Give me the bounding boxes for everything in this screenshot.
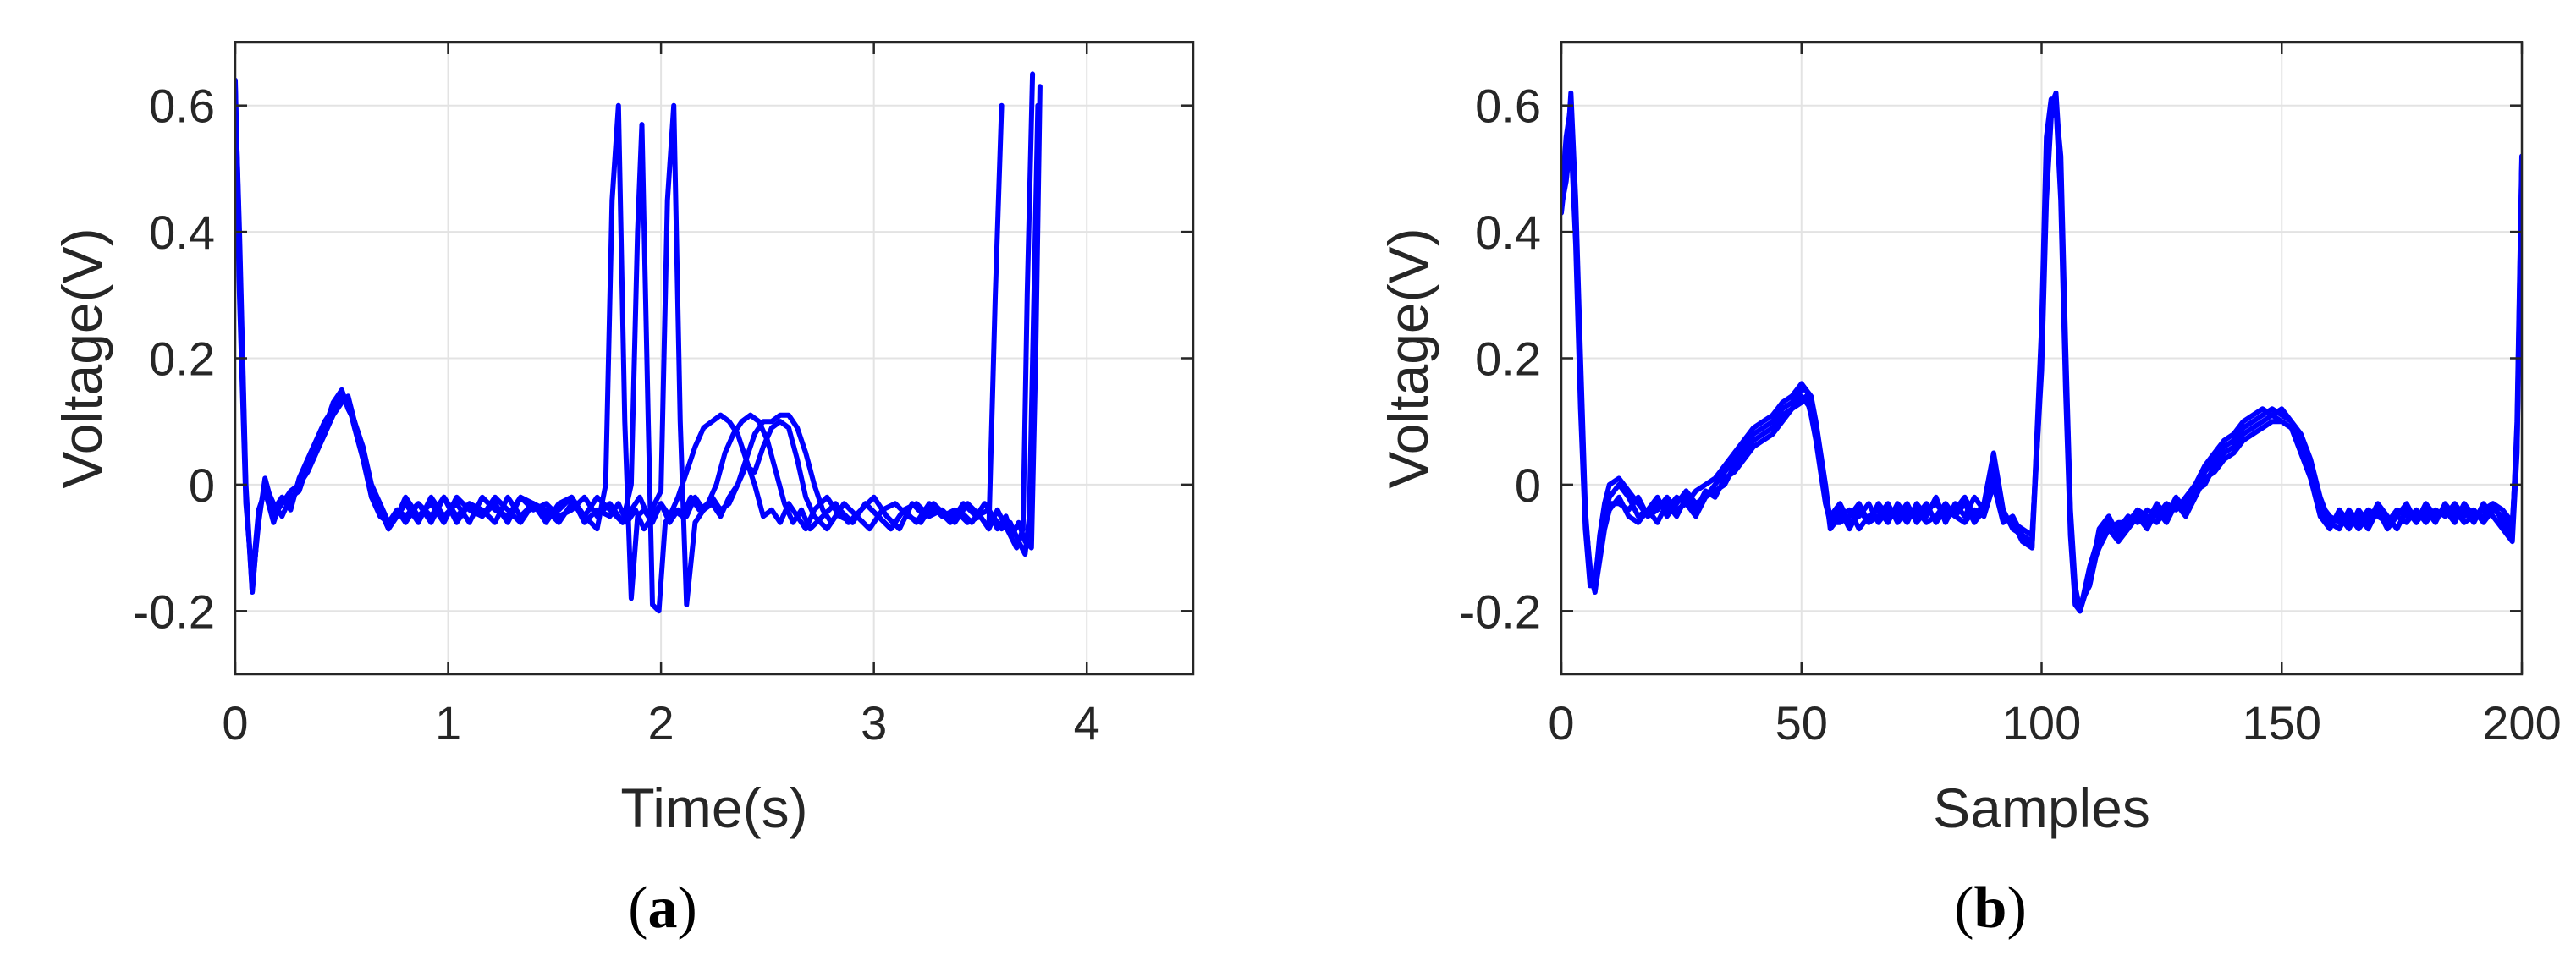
series-line-3 — [1561, 96, 2522, 607]
y-tick-label: 0.2 — [149, 332, 215, 386]
y-axis-label: Voltage(V) — [51, 228, 113, 488]
x-tick-label: 3 — [861, 696, 887, 750]
y-tick-label: 0.6 — [149, 80, 215, 133]
x-tick-label: 100 — [2002, 696, 2081, 750]
x-tick-label: 1 — [435, 696, 461, 750]
panel-a: 0 1 2 3 4 -0.2 0 0.2 0.4 0.6 Time(s) Voltage(V) (a) — [51, 41, 1195, 941]
panel-label: (a) — [628, 876, 697, 941]
x-tick-label: 0 — [1548, 696, 1574, 750]
x-axis-label: Samples — [1933, 777, 2150, 839]
x-axis-label: Time(s) — [620, 777, 807, 839]
y-tick-label: 0.4 — [1475, 206, 1541, 259]
y-tick-label: 0.6 — [1475, 80, 1541, 133]
y-tick-label: -0.2 — [134, 585, 216, 638]
y-axis-label: Voltage(V) — [1377, 228, 1439, 488]
x-tick-label: 150 — [2243, 696, 2321, 750]
x-tick-label: 50 — [1775, 696, 1828, 750]
panel-b: 0 50 100 150 200 -0.2 0 0.2 0.4 0.6 Samples Voltage… — [1377, 41, 2562, 941]
x-tick-label: 4 — [1074, 696, 1100, 750]
series-line-4 — [235, 84, 1005, 595]
panel-label: (b) — [1954, 876, 2027, 941]
y-tick-label: 0.4 — [149, 206, 215, 259]
series-line-4 — [1561, 102, 2522, 614]
y-tick-label: 0 — [1515, 459, 1541, 512]
y-tick-label: 0.2 — [1475, 332, 1541, 386]
x-tick-label: 200 — [2482, 696, 2561, 750]
x-tick-label: 2 — [648, 696, 674, 750]
x-tick-label: 0 — [222, 696, 248, 750]
y-tick-label: -0.2 — [1460, 585, 1542, 638]
y-tick-label: 0 — [189, 459, 215, 512]
